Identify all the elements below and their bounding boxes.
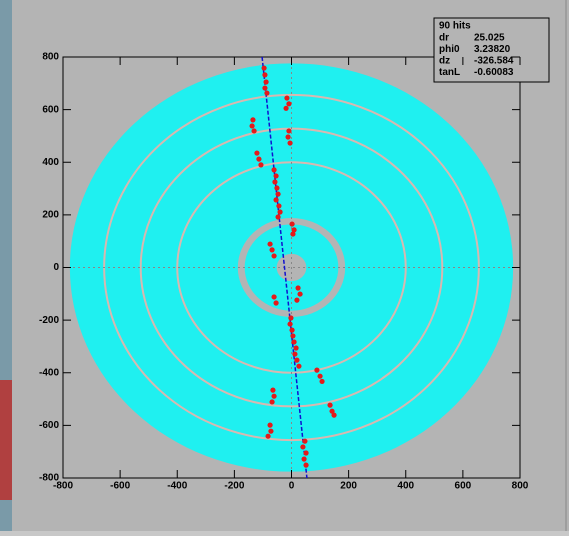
hit <box>301 456 307 462</box>
y-tick-label: 400 <box>42 157 59 168</box>
stats-value: -326.584 <box>474 56 514 67</box>
hit <box>300 444 306 450</box>
hit <box>274 185 280 191</box>
x-tick-label: -800 <box>53 481 73 492</box>
hit <box>283 105 289 111</box>
hit <box>271 167 277 173</box>
hit <box>268 428 274 434</box>
hit <box>271 253 277 259</box>
hit <box>269 399 275 405</box>
track <box>261 56 308 479</box>
hit <box>294 297 300 303</box>
hit <box>285 134 291 140</box>
y-tick-label: -800 <box>39 473 59 484</box>
hit <box>291 339 297 345</box>
y-tick-label: -600 <box>39 420 59 431</box>
hit <box>297 291 303 297</box>
stats-box: 90 hits dr 25.025 phi0 3.23820 dz -326.584 tan… <box>433 17 550 83</box>
stats-label: tanL <box>439 67 460 78</box>
hit <box>289 327 295 333</box>
hit <box>290 333 296 339</box>
left-strip-detail <box>0 380 12 500</box>
hit <box>265 433 271 439</box>
hit <box>329 408 335 414</box>
hit <box>273 173 279 179</box>
hit <box>327 402 333 408</box>
y-tick-label: 200 <box>42 210 59 221</box>
hit <box>319 378 325 385</box>
hit <box>287 321 293 327</box>
hit <box>295 285 301 291</box>
stats-label: dr <box>439 33 449 44</box>
hit <box>251 128 257 134</box>
hit <box>256 156 262 162</box>
hit <box>288 315 294 321</box>
stats-value: -0.60083 <box>474 67 514 78</box>
y-tick-label: 600 <box>42 104 59 115</box>
hit <box>261 65 267 71</box>
hit <box>294 357 300 363</box>
x-tick-label: -600 <box>110 481 130 492</box>
stats-label: dz <box>439 56 450 67</box>
hit <box>314 367 320 373</box>
hit <box>272 179 278 185</box>
hit <box>303 462 309 468</box>
hit <box>249 123 255 129</box>
y-tick-label: 0 <box>53 262 59 273</box>
hit <box>275 191 281 197</box>
stats-value: 3.23820 <box>474 44 511 55</box>
x-tick-label: 200 <box>340 481 357 492</box>
stats-frame <box>433 17 550 83</box>
hit <box>284 95 290 101</box>
x-tick-label: -200 <box>224 481 244 492</box>
x-tick-label: 400 <box>397 481 414 492</box>
hit <box>290 231 296 237</box>
hit <box>302 438 308 444</box>
hit <box>293 345 299 351</box>
hit <box>271 393 277 399</box>
hit <box>254 150 260 156</box>
hit <box>262 72 268 78</box>
hit <box>273 300 279 306</box>
hit <box>277 209 283 215</box>
hit <box>262 85 268 91</box>
hit <box>271 294 277 300</box>
hit <box>292 351 298 357</box>
hit <box>291 227 297 233</box>
x-tick-label: -400 <box>167 481 187 492</box>
x-tick-label: 600 <box>455 481 472 492</box>
stats-value: 25.025 <box>474 33 505 44</box>
x-tick-label: 800 <box>512 481 529 492</box>
hit <box>289 221 295 227</box>
hit <box>267 422 273 428</box>
hit <box>276 203 282 209</box>
hit <box>275 214 281 220</box>
hit <box>269 247 275 253</box>
hit <box>263 79 269 85</box>
y-tick-label: -200 <box>39 315 59 326</box>
plot-area <box>63 57 520 478</box>
hit <box>267 241 273 247</box>
hit <box>303 450 309 456</box>
hit <box>258 162 264 168</box>
hit <box>250 117 256 123</box>
stats-title: 90 hits <box>439 21 471 32</box>
hit <box>270 387 276 393</box>
hit <box>296 363 302 369</box>
x-tick-label: 0 <box>289 481 295 492</box>
stats-label: phi0 <box>439 44 460 55</box>
hit <box>287 140 293 146</box>
hit <box>286 101 292 107</box>
hit <box>273 197 279 203</box>
hit <box>317 373 323 379</box>
hit <box>264 90 270 96</box>
hit <box>331 412 337 418</box>
y-tick-label: -400 <box>39 367 59 378</box>
y-tick-label: 800 <box>42 52 59 63</box>
hit <box>286 128 292 134</box>
